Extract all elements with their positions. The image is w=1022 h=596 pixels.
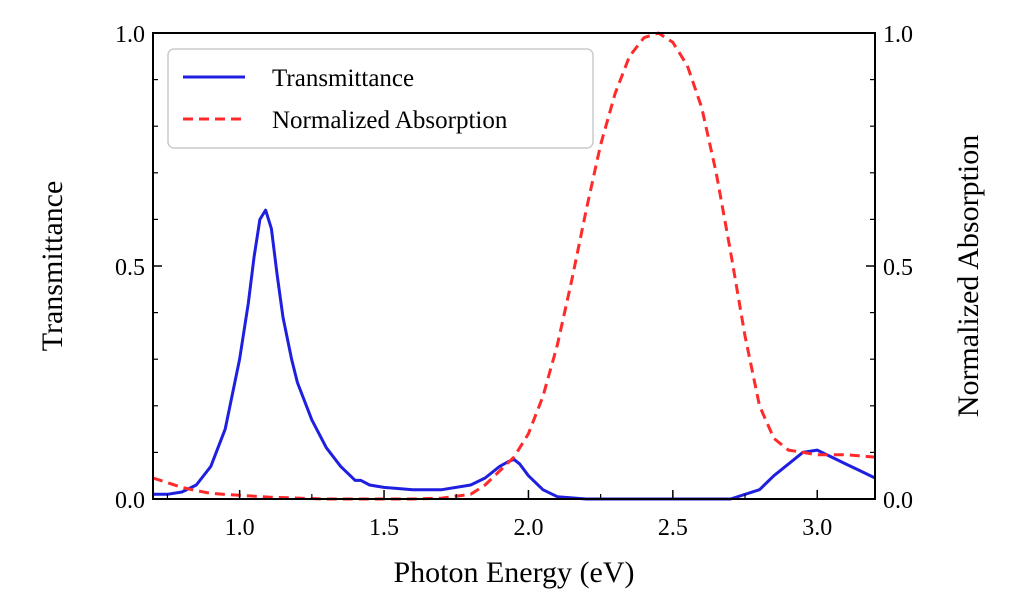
legend-label-transmittance: Transmittance [272,65,414,92]
y-axis-right-title: Normalized Absorption [952,135,985,417]
x-tick-label: 2.0 [513,515,543,541]
legend-label-normalized-absorption: Normalized Absorption [272,107,508,134]
legend-box [167,48,594,149]
series-line-normalized-absorption [152,31,876,501]
x-tick-label: 1.0 [225,515,255,541]
y-right-tick-label: 0.0 [883,488,913,514]
x-tick-label: 2.5 [658,515,688,541]
y-left-tick-label: 0.0 [115,488,145,514]
y-right-tick-label: 0.5 [883,255,913,281]
y-left-tick-label: 0.5 [115,255,145,281]
x-tick-label: 3.0 [802,515,832,541]
y-axis-left-title: Transmittance [36,181,69,352]
plot-lines [152,31,876,501]
legend: Transmittance Normalized Absorption [167,48,594,149]
x-tick-label: 1.5 [369,515,399,541]
axis-ticks: 1.0 1.5 2.0 2.5 3.0 0.0 0.5 1.0 0.0 0.5 1.0 [115,22,913,541]
series-line-transmittance [153,208,876,501]
y-left-tick-label: 1.0 [115,22,145,48]
y-right-tick-label: 1.0 [883,22,913,48]
x-axis-title: Photon Energy (eV) [393,556,634,589]
